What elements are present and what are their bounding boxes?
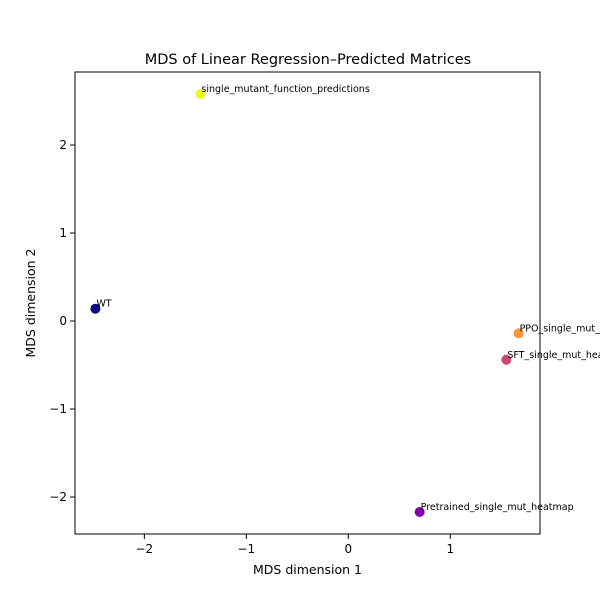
y-tick-label: 2: [59, 138, 67, 152]
y-tick-label: −2: [49, 490, 67, 504]
data-point-label: WT: [96, 299, 111, 310]
y-tick-label: 1: [59, 226, 67, 240]
data-point: [513, 328, 524, 339]
plot-area: −2 −1 0 1 −2 −1 0 1 2 single_mutant_function_pred…: [49, 84, 600, 556]
chart-title: MDS of Linear Regression–Predicted Matri…: [145, 52, 472, 68]
data-point: [195, 89, 206, 99]
data-point-label: PPO_single_mut_heatmap: [520, 323, 600, 334]
x-tick-label: 1: [446, 542, 454, 556]
data-point: [414, 507, 425, 517]
data-point: [90, 303, 101, 314]
y-axis-label: MDS dimension 2: [23, 249, 38, 358]
plot-frame: [74, 71, 541, 535]
data-point-label: single_mutant_function_predictions: [201, 84, 369, 95]
x-tick-label: −1: [237, 542, 255, 556]
x-axis-label: MDS dimension 1: [253, 562, 362, 577]
y-tick-label: 0: [59, 314, 67, 328]
y-tick-label: −1: [49, 402, 67, 416]
x-tick-label: −2: [135, 542, 153, 556]
data-point: [501, 354, 512, 365]
x-tick-label: 0: [344, 542, 352, 556]
data-point-label: Pretrained_single_mut_heatmap: [421, 502, 574, 513]
data-point-label: SFT_single_mut_heatmap: [507, 350, 600, 361]
